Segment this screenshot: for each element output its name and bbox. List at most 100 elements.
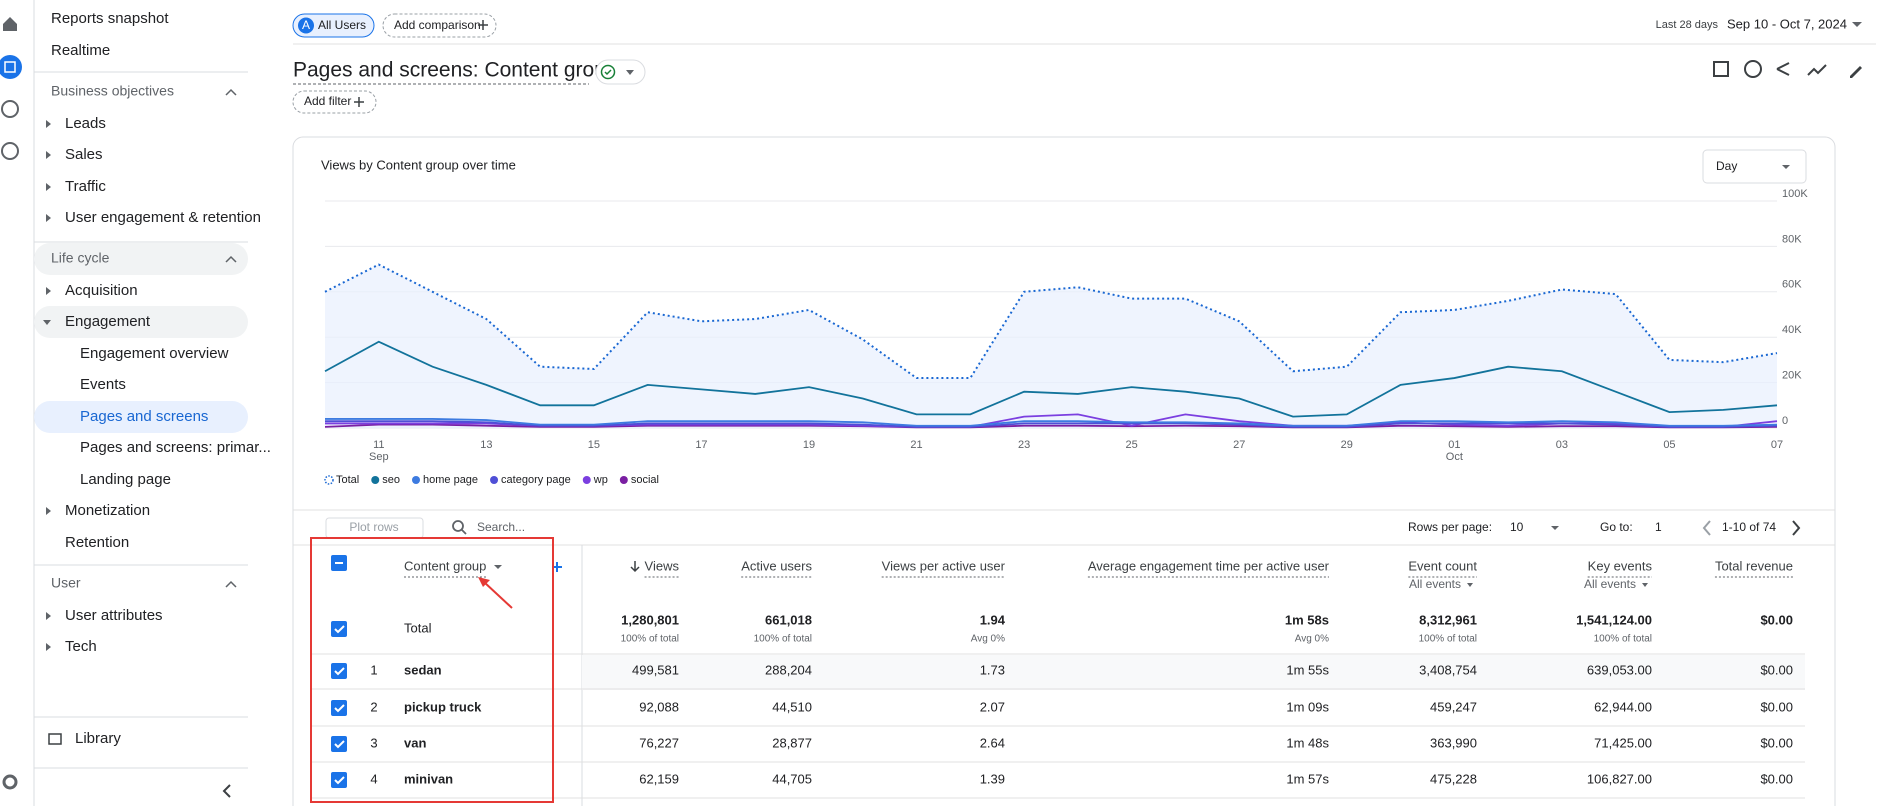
- row-label[interactable]: sedan: [404, 662, 442, 677]
- column-header[interactable]: Event count: [1408, 558, 1477, 573]
- expand-arrow[interactable]: [46, 120, 51, 128]
- expand-arrow[interactable]: [46, 151, 51, 159]
- expand-arrow[interactable]: [46, 612, 51, 620]
- search-input[interactable]: Search...: [477, 520, 525, 534]
- total-note: Avg 0%: [1295, 634, 1329, 645]
- explore-icon[interactable]: [2, 101, 18, 117]
- nav-subitem[interactable]: Landing page: [80, 471, 171, 488]
- edit-icon[interactable]: [1850, 66, 1862, 78]
- nav-item[interactable]: Traffic: [65, 178, 106, 195]
- row-checkbox[interactable]: [331, 663, 347, 679]
- legend-swatch[interactable]: [583, 476, 591, 484]
- legend-label[interactable]: home page: [423, 474, 478, 486]
- row-checkbox[interactable]: [331, 772, 347, 788]
- cell: 28,877: [772, 735, 812, 750]
- status-chip[interactable]: [596, 60, 645, 84]
- go-to-input[interactable]: 1: [1655, 520, 1662, 534]
- date-label: Last 28 days: [1656, 19, 1719, 31]
- legend-swatch[interactable]: [620, 476, 628, 484]
- row-checkbox[interactable]: [331, 736, 347, 752]
- add-comparison-label[interactable]: Add comparison: [394, 18, 481, 32]
- column-subheader[interactable]: All events: [1584, 577, 1636, 591]
- advertising-icon[interactable]: [2, 143, 18, 159]
- expand-arrow[interactable]: [46, 214, 51, 222]
- expand-arrow[interactable]: [46, 287, 51, 295]
- x-tick-label: 17: [695, 439, 707, 451]
- nav-subitem[interactable]: Engagement overview: [80, 345, 229, 362]
- expand-arrow[interactable]: [46, 183, 51, 191]
- y-tick-label: 80K: [1782, 233, 1802, 245]
- total-value: 661,018: [765, 612, 812, 627]
- cell: 1.39: [980, 771, 1005, 786]
- granularity-label[interactable]: Day: [1716, 159, 1737, 173]
- row-checkbox[interactable]: [331, 621, 347, 637]
- chevron[interactable]: [226, 90, 236, 95]
- y-tick-label: 40K: [1782, 324, 1802, 336]
- nav-item[interactable]: Library: [75, 730, 121, 747]
- nav-item[interactable]: Acquisition: [65, 282, 138, 299]
- date-range[interactable]: Sep 10 - Oct 7, 2024: [1727, 16, 1847, 31]
- legend-label[interactable]: social: [631, 474, 659, 486]
- plot-rows-label[interactable]: Plot rows: [349, 520, 398, 534]
- total-note: 100% of total: [1419, 634, 1477, 645]
- nav-item[interactable]: Retention: [65, 534, 129, 551]
- cell: 3,408,754: [1419, 662, 1477, 677]
- legend-label[interactable]: category page: [501, 474, 571, 486]
- cell: 1m 09s: [1286, 699, 1329, 714]
- row-label[interactable]: van: [404, 735, 426, 750]
- nav-subitem[interactable]: Pages and screens: [80, 408, 208, 425]
- column-header[interactable]: Average engagement time per active user: [1088, 558, 1330, 573]
- column-header[interactable]: Views per active user: [882, 558, 1006, 573]
- expand-arrow[interactable]: [46, 507, 51, 515]
- row-checkbox[interactable]: [331, 700, 347, 716]
- legend-label[interactable]: Total: [336, 474, 359, 486]
- chevron[interactable]: [226, 582, 236, 587]
- folder-icon: [49, 734, 61, 744]
- legend-label[interactable]: wp: [593, 474, 608, 486]
- column-header[interactable]: Active users: [741, 558, 812, 573]
- insights-icon[interactable]: [1808, 65, 1826, 75]
- nav-subitem[interactable]: Events: [80, 376, 126, 393]
- legend-swatch[interactable]: [490, 476, 498, 484]
- nav-item[interactable]: Engagement: [65, 313, 151, 330]
- collapse-sidebar[interactable]: [224, 785, 230, 797]
- section-title[interactable]: Life cycle: [51, 250, 110, 266]
- section-title[interactable]: Business objectives: [51, 83, 174, 99]
- x-month-label: Sep: [369, 451, 389, 463]
- legend-swatch[interactable]: [371, 476, 379, 484]
- column-header[interactable]: Views: [645, 558, 680, 573]
- x-tick-label: 19: [803, 439, 815, 451]
- add-filter-label[interactable]: Add filter: [304, 94, 351, 108]
- total-value: 1,280,801: [621, 612, 679, 627]
- row-label[interactable]: minivan: [404, 771, 453, 786]
- nav-item[interactable]: User engagement & retention: [65, 209, 261, 226]
- nav-item[interactable]: Reports snapshot: [51, 10, 169, 27]
- nav-subitem[interactable]: Pages and screens: primar...: [80, 439, 271, 456]
- column-header[interactable]: Key events: [1588, 558, 1653, 573]
- home-icon[interactable]: [3, 17, 17, 31]
- column-subheader[interactable]: All events: [1409, 577, 1461, 591]
- reports-icon[interactable]: [0, 55, 22, 79]
- share-icon[interactable]: [1777, 63, 1789, 75]
- column-header[interactable]: Total revenue: [1715, 558, 1793, 573]
- date-dropdown[interactable]: [1852, 22, 1862, 27]
- compare-icon[interactable]: [1745, 61, 1761, 77]
- nav-item[interactable]: User attributes: [65, 607, 163, 624]
- total-label: Total: [404, 620, 432, 635]
- nav-item[interactable]: Tech: [65, 638, 97, 655]
- legend-label[interactable]: seo: [382, 474, 400, 486]
- nav-item[interactable]: Sales: [65, 146, 103, 163]
- expand-arrow[interactable]: [46, 643, 51, 651]
- y-tick-label: 100K: [1782, 188, 1808, 200]
- nav-item[interactable]: Monetization: [65, 502, 150, 519]
- row-label[interactable]: pickup truck: [404, 699, 482, 714]
- nav-item[interactable]: Leads: [65, 115, 106, 132]
- rows-per-page[interactable]: 10: [1510, 520, 1524, 534]
- settings-icon[interactable]: [4, 776, 16, 788]
- section-title[interactable]: User: [51, 575, 81, 591]
- customize-icon[interactable]: [1714, 62, 1728, 76]
- nav-item[interactable]: Realtime: [51, 42, 110, 59]
- cell: 62,159: [639, 771, 679, 786]
- dimension-header[interactable]: Content group: [404, 558, 486, 573]
- legend-swatch[interactable]: [412, 476, 420, 484]
